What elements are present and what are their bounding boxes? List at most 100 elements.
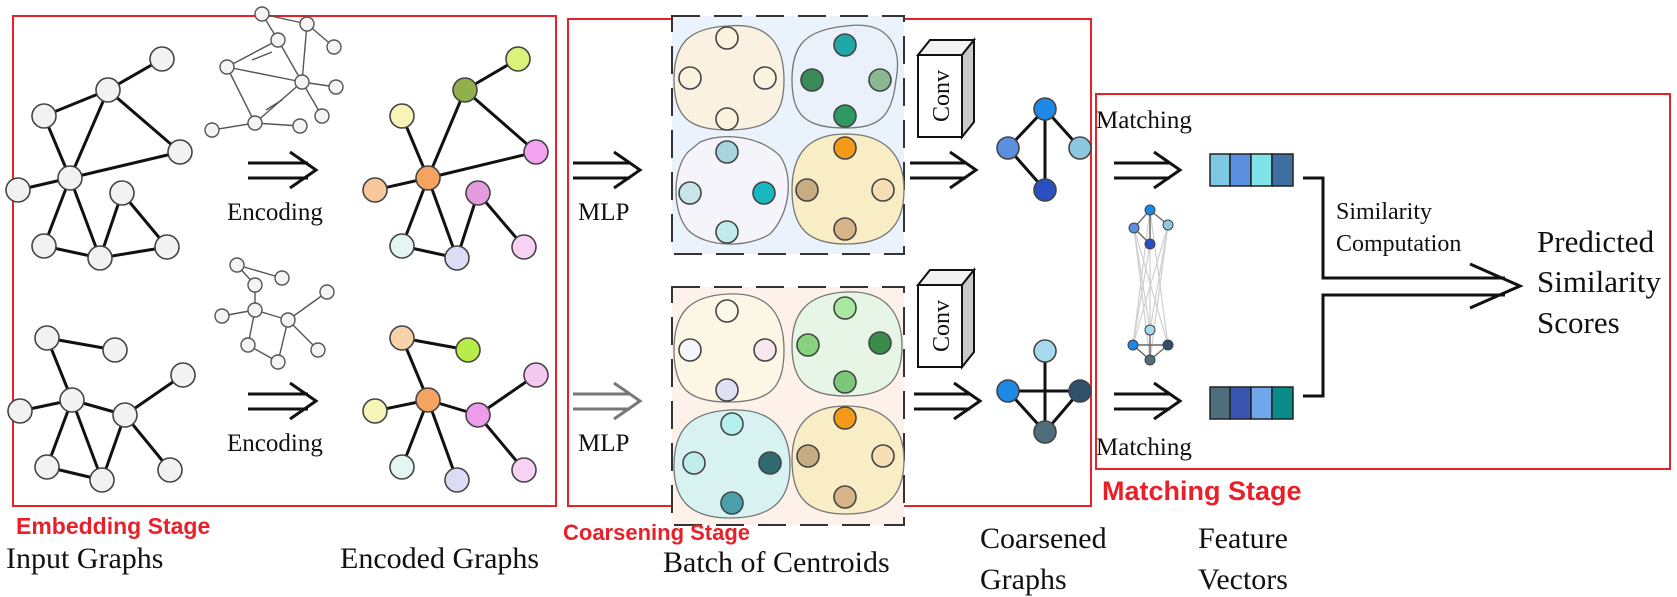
coarse-node: [1033, 339, 1057, 363]
centroid-node: [833, 296, 857, 320]
matching-stage-title: Matching Stage: [1102, 476, 1302, 506]
caption-coarsened-graphs-line1: Coarsened: [980, 522, 1107, 555]
centroid-node: [753, 66, 777, 90]
centroid-node: [752, 181, 776, 205]
conv-block-top: [915, 37, 977, 140]
matching-arrow-top: [1114, 150, 1183, 190]
coarsened-graph-bottom: [996, 339, 1092, 444]
coarsen-arrow-bottom: [914, 381, 983, 421]
centroid-node: [800, 68, 824, 92]
graph-node: [157, 457, 183, 483]
mlp-arrow-top: [573, 150, 643, 190]
encoded-node: [511, 234, 537, 260]
centroid-batch-top: [671, 15, 905, 255]
matching-label-top: Matching: [1096, 107, 1192, 134]
centroid-node: [833, 485, 857, 509]
graph-node: [59, 387, 85, 413]
similarity-computation-line1: Similarity: [1336, 199, 1432, 225]
embedding-stage-title: Embedding Stage: [16, 513, 210, 539]
graph-node: [34, 454, 60, 480]
caption-input-graphs: Input Graphs: [6, 542, 163, 575]
input-graph-bottom: [7, 325, 196, 493]
predicted-scores-line2: Similarity: [1537, 264, 1662, 299]
conv-block-bottom: [915, 267, 977, 370]
centroid-node: [796, 333, 820, 357]
coarsening-stage-title: Coarsening Stage: [563, 520, 750, 545]
encoded-node: [389, 325, 415, 351]
encoding-arrow-bottom: [248, 381, 319, 421]
encoded-node: [465, 180, 491, 206]
graph-node: [95, 77, 121, 103]
centroid-node: [833, 104, 857, 128]
mlp-label-bottom: MLP: [578, 430, 629, 457]
centroid-node: [715, 107, 739, 131]
centroid-node: [715, 299, 739, 323]
graph-node: [57, 165, 83, 191]
graph-node: [109, 180, 135, 206]
centroid-node: [871, 444, 895, 468]
encoded-node: [362, 177, 388, 203]
encoded-node: [505, 46, 531, 72]
centroid-node: [871, 178, 895, 202]
centroid-node: [796, 444, 820, 468]
coarsened-graph-top: [996, 97, 1092, 202]
encoded-graph-top: [362, 46, 549, 271]
cross-graph-matching-icon: [1127, 204, 1174, 366]
encoded-node: [523, 362, 549, 388]
centroid-node: [833, 136, 857, 160]
mlp-arrow-bottom: [573, 381, 643, 421]
caption-batch-of-centroids: Batch of Centroids: [663, 546, 890, 579]
graph-node: [7, 398, 33, 424]
predicted-scores-line1: Predicted: [1537, 224, 1655, 259]
encoded-node: [523, 139, 549, 165]
centroid-node: [678, 181, 702, 205]
encoded-node: [389, 454, 415, 480]
encoded-node: [362, 398, 388, 424]
coarsen-arrow-top: [910, 150, 979, 190]
centroid-node: [678, 338, 702, 362]
predicted-scores-line3: Scores: [1537, 305, 1620, 340]
centroid-node: [720, 491, 744, 515]
graph-node: [149, 46, 175, 72]
encoded-node: [465, 402, 491, 428]
message-passing-graph-bottom: [214, 257, 335, 370]
graph-node: [112, 402, 138, 428]
encoding-label-bottom: Encoding: [227, 430, 323, 457]
encoding-label-top: Encoding: [227, 199, 323, 226]
encoded-node: [444, 467, 470, 493]
graph-node: [34, 325, 60, 351]
graph-node: [89, 467, 115, 493]
centroid-node: [753, 338, 777, 362]
graph-node: [5, 177, 31, 203]
centroid-node: [678, 66, 702, 90]
encoded-node: [389, 233, 415, 259]
centroid-batch-bottom: [671, 286, 905, 526]
centroid-node: [682, 451, 706, 475]
graph-node: [87, 245, 113, 271]
centroid-node: [715, 220, 739, 244]
encoded-node: [389, 103, 415, 129]
encoded-graph-bottom: [362, 325, 549, 493]
input-graph-top: [5, 46, 193, 271]
graph-node: [154, 234, 180, 260]
centroid-node: [715, 140, 739, 164]
similarity-merge-arrow: [1303, 176, 1524, 398]
graph-node: [31, 103, 57, 129]
centroid-node: [868, 331, 892, 355]
message-passing-graph-top: [204, 6, 344, 138]
centroid-node: [833, 406, 857, 430]
encoded-node: [452, 77, 478, 103]
centroid-node: [795, 178, 819, 202]
encoding-arrow-top: [248, 150, 319, 190]
matching-label-bottom: Matching: [1096, 434, 1192, 461]
coarse-node: [996, 379, 1020, 403]
encoded-node: [511, 457, 537, 483]
caption-encoded-graphs: Encoded Graphs: [340, 542, 539, 575]
mlp-label-top: MLP: [578, 199, 629, 226]
conv-label-bottom: Conv: [929, 300, 955, 352]
graph-node: [170, 362, 196, 388]
coarse-node: [1068, 136, 1092, 160]
caption-coarsened-graphs-line2: Graphs: [980, 563, 1067, 596]
centroid-node: [715, 378, 739, 402]
